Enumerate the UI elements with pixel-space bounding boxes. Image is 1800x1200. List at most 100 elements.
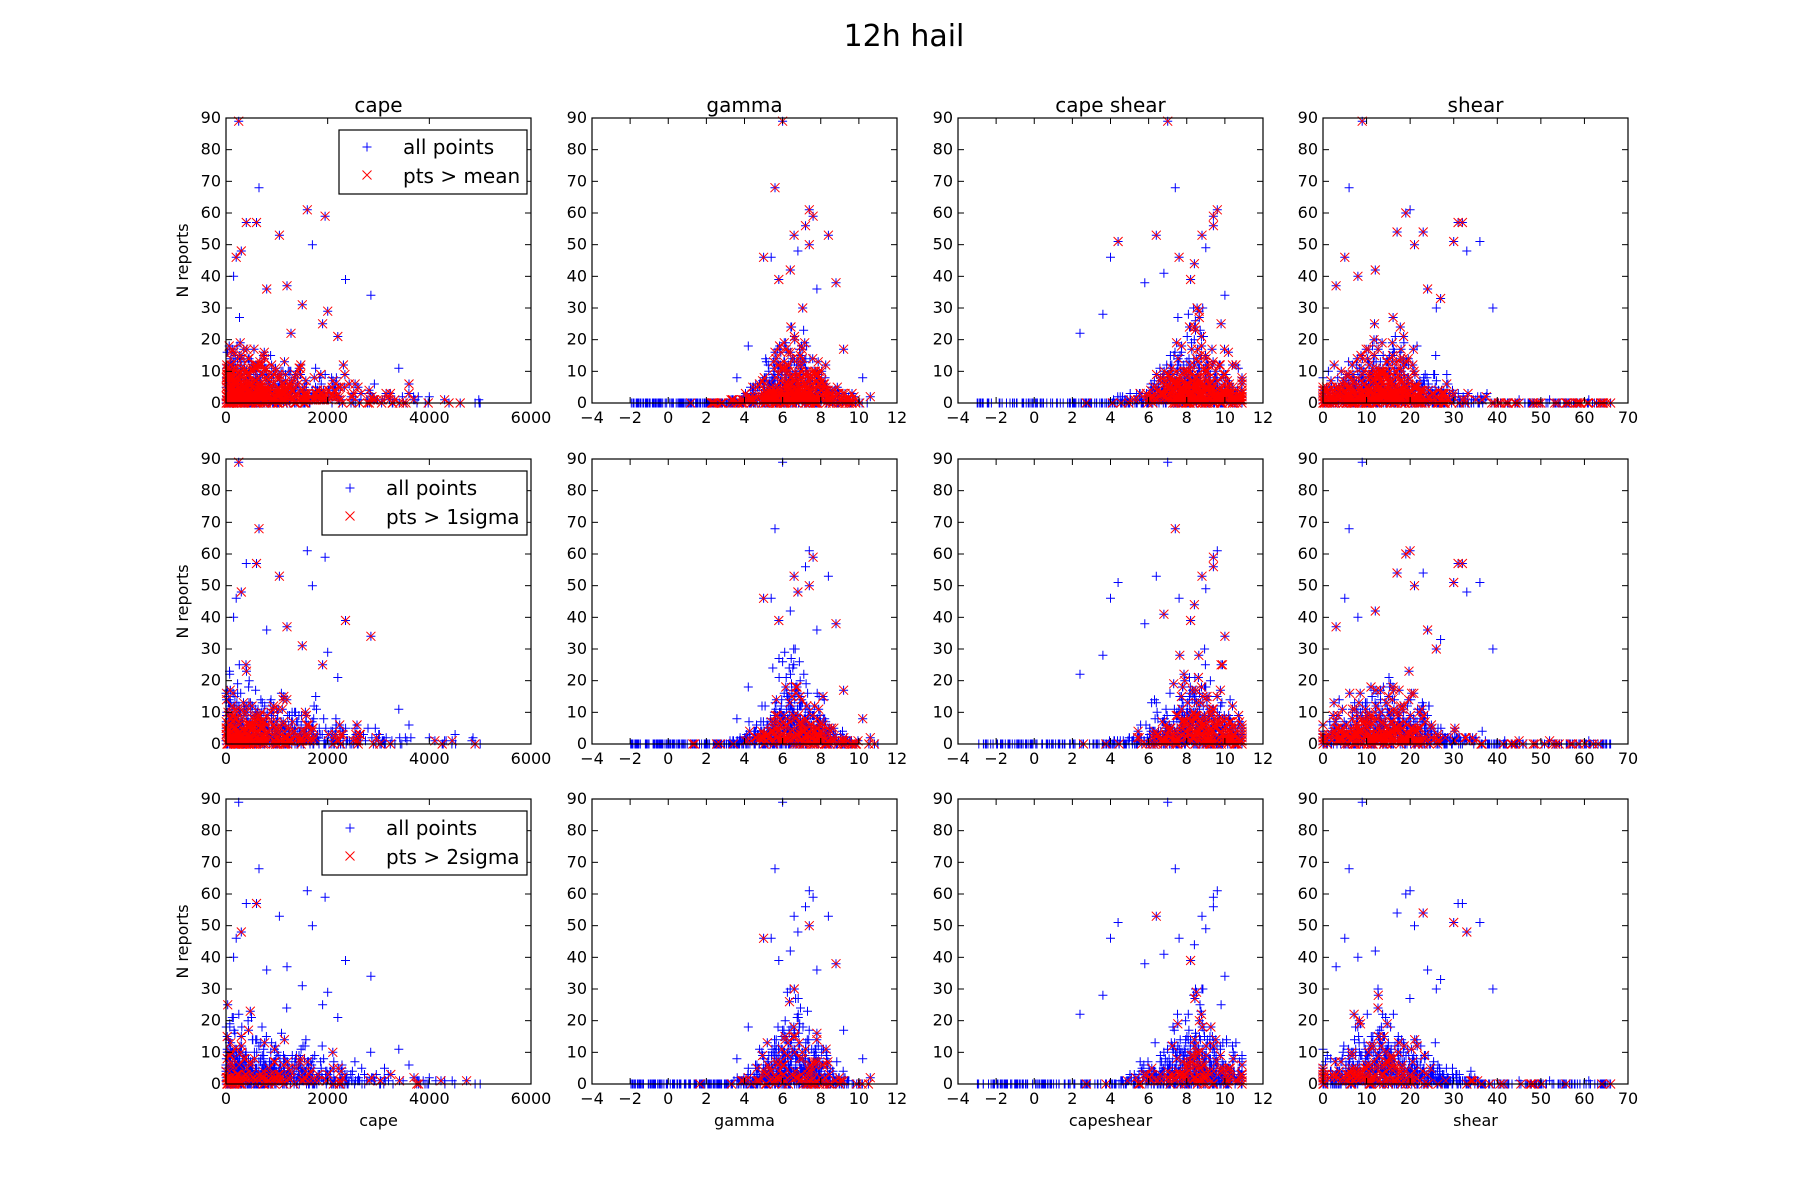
- subplot-capeshear-1sigma: −4 −2 0 2 4 6 8 10 12 0 10 20 30 40 50 60 70 80 90: [933, 449, 1274, 768]
- y-tick-label: 90: [567, 789, 587, 808]
- x-tick-label: −4: [580, 408, 604, 427]
- x-tick-label: 12: [1253, 408, 1273, 427]
- y-tick-label: 30: [201, 298, 221, 317]
- x-tick-label: 30: [1444, 408, 1464, 427]
- x-tick-label: 30: [1444, 1089, 1464, 1108]
- legend: all points pts > 2sigma: [321, 810, 528, 876]
- x-tick-label: 2000: [307, 1089, 348, 1108]
- x-tick-label: 0: [663, 1089, 673, 1108]
- x-axis-label: shear: [1453, 1111, 1498, 1130]
- x-tick-label: 0: [1318, 408, 1328, 427]
- x-tick-label: 50: [1531, 749, 1551, 768]
- x-tick-label: 8: [816, 408, 826, 427]
- y-tick-label: 40: [1298, 947, 1318, 966]
- legend-marker-all-points: [362, 142, 372, 152]
- x-tick-label: 10: [849, 1089, 869, 1108]
- y-tick-label: 20: [567, 1011, 587, 1030]
- y-tick-label: 50: [201, 916, 221, 935]
- x-tick-label: −4: [580, 749, 604, 768]
- legend-marker-highlighted: [345, 851, 355, 861]
- y-tick-label: 10: [567, 361, 587, 380]
- y-tick-label: 20: [567, 671, 587, 690]
- y-tick-label: 0: [1308, 1074, 1318, 1093]
- x-tick-label: 0: [1029, 1089, 1039, 1108]
- x-tick-label: 40: [1487, 1089, 1507, 1108]
- x-tick-label: 12: [887, 408, 907, 427]
- x-tick-label: −4: [946, 1089, 970, 1108]
- x-tick-label: 60: [1574, 1089, 1594, 1108]
- y-tick-label: 50: [201, 235, 221, 254]
- series-all-points: [1318, 457, 1616, 749]
- y-tick-label: 20: [1298, 330, 1318, 349]
- x-tick-label: 2: [701, 1089, 711, 1108]
- x-tick-label: 6: [1144, 1089, 1154, 1108]
- y-tick-label: 40: [567, 947, 587, 966]
- subplot-cape-2sigma: 0 2000 4000 6000 0 10 20 30 40 50 60 70 80 90 cape N re…: [173, 789, 551, 1130]
- y-tick-label: 60: [201, 544, 221, 563]
- y-tick-label: 30: [567, 979, 587, 998]
- y-tick-label: 40: [1298, 266, 1318, 285]
- x-tick-label: −4: [946, 749, 970, 768]
- y-tick-label: 30: [933, 639, 953, 658]
- y-tick-label: 20: [567, 330, 587, 349]
- plot-frame: [225, 798, 532, 1085]
- y-tick-label: 60: [201, 203, 221, 222]
- column-title: cape shear: [1055, 93, 1166, 117]
- legend-box: [321, 470, 528, 536]
- x-tick-label: 12: [1253, 749, 1273, 768]
- y-tick-label: 50: [933, 235, 953, 254]
- x-tick-label: 10: [1215, 408, 1235, 427]
- x-axis-label: capeshear: [1069, 1111, 1153, 1130]
- y-tick-label: 70: [1298, 852, 1318, 871]
- y-tick-label: 0: [1308, 734, 1318, 753]
- y-tick-label: 10: [1298, 702, 1318, 721]
- y-tick-label: 70: [567, 512, 587, 531]
- x-tick-label: 2: [1067, 1089, 1077, 1108]
- x-tick-label: 50: [1531, 408, 1551, 427]
- x-tick-label: 0: [221, 749, 231, 768]
- legend-label-all-points: all points: [386, 476, 477, 500]
- y-tick-label: 30: [933, 298, 953, 317]
- y-tick-label: 90: [1298, 108, 1318, 127]
- x-tick-label: 30: [1444, 749, 1464, 768]
- y-tick-label: 80: [933, 481, 953, 500]
- series-all-points: [1318, 797, 1616, 1089]
- x-tick-label: 12: [887, 1089, 907, 1108]
- x-tick-label: 4000: [409, 1089, 450, 1108]
- y-tick-label: 70: [201, 171, 221, 190]
- y-tick-label: 90: [567, 108, 587, 127]
- y-tick-label: 90: [201, 789, 221, 808]
- y-tick-label: 90: [1298, 449, 1318, 468]
- x-tick-label: −2: [618, 1089, 642, 1108]
- y-tick-label: 50: [933, 576, 953, 595]
- x-tick-label: −2: [618, 408, 642, 427]
- x-tick-label: 6: [778, 1089, 788, 1108]
- y-tick-label: 80: [933, 821, 953, 840]
- x-axis-label: gamma: [714, 1111, 775, 1130]
- y-tick-label: 60: [567, 203, 587, 222]
- y-tick-label: 60: [933, 544, 953, 563]
- column-title: shear: [1448, 93, 1505, 117]
- x-tick-label: 10: [1356, 408, 1376, 427]
- subplot-gamma-mean: −4 −2 0 2 4 6 8 10 12 0 10 20 30 40 50 60 70 80 90 gamma: [567, 93, 908, 427]
- y-tick-label: 40: [933, 266, 953, 285]
- x-tick-label: 6000: [511, 1089, 552, 1108]
- y-tick-label: 70: [1298, 512, 1318, 531]
- x-tick-label: 0: [663, 749, 673, 768]
- series-highlighted: [1318, 908, 1616, 1089]
- x-tick-label: 40: [1487, 408, 1507, 427]
- y-tick-label: 10: [1298, 361, 1318, 380]
- y-tick-label: 0: [943, 393, 953, 412]
- x-tick-label: 2000: [307, 749, 348, 768]
- x-tick-label: 12: [1253, 1089, 1273, 1108]
- x-tick-label: 6000: [511, 749, 552, 768]
- series-highlighted: [221, 116, 466, 408]
- x-tick-label: 4: [739, 408, 749, 427]
- y-tick-label: 90: [933, 108, 953, 127]
- y-tick-label: 90: [1298, 789, 1318, 808]
- x-tick-label: 2000: [307, 408, 348, 427]
- y-tick-label: 60: [1298, 203, 1318, 222]
- y-tick-label: 30: [1298, 979, 1318, 998]
- y-tick-label: 70: [201, 852, 221, 871]
